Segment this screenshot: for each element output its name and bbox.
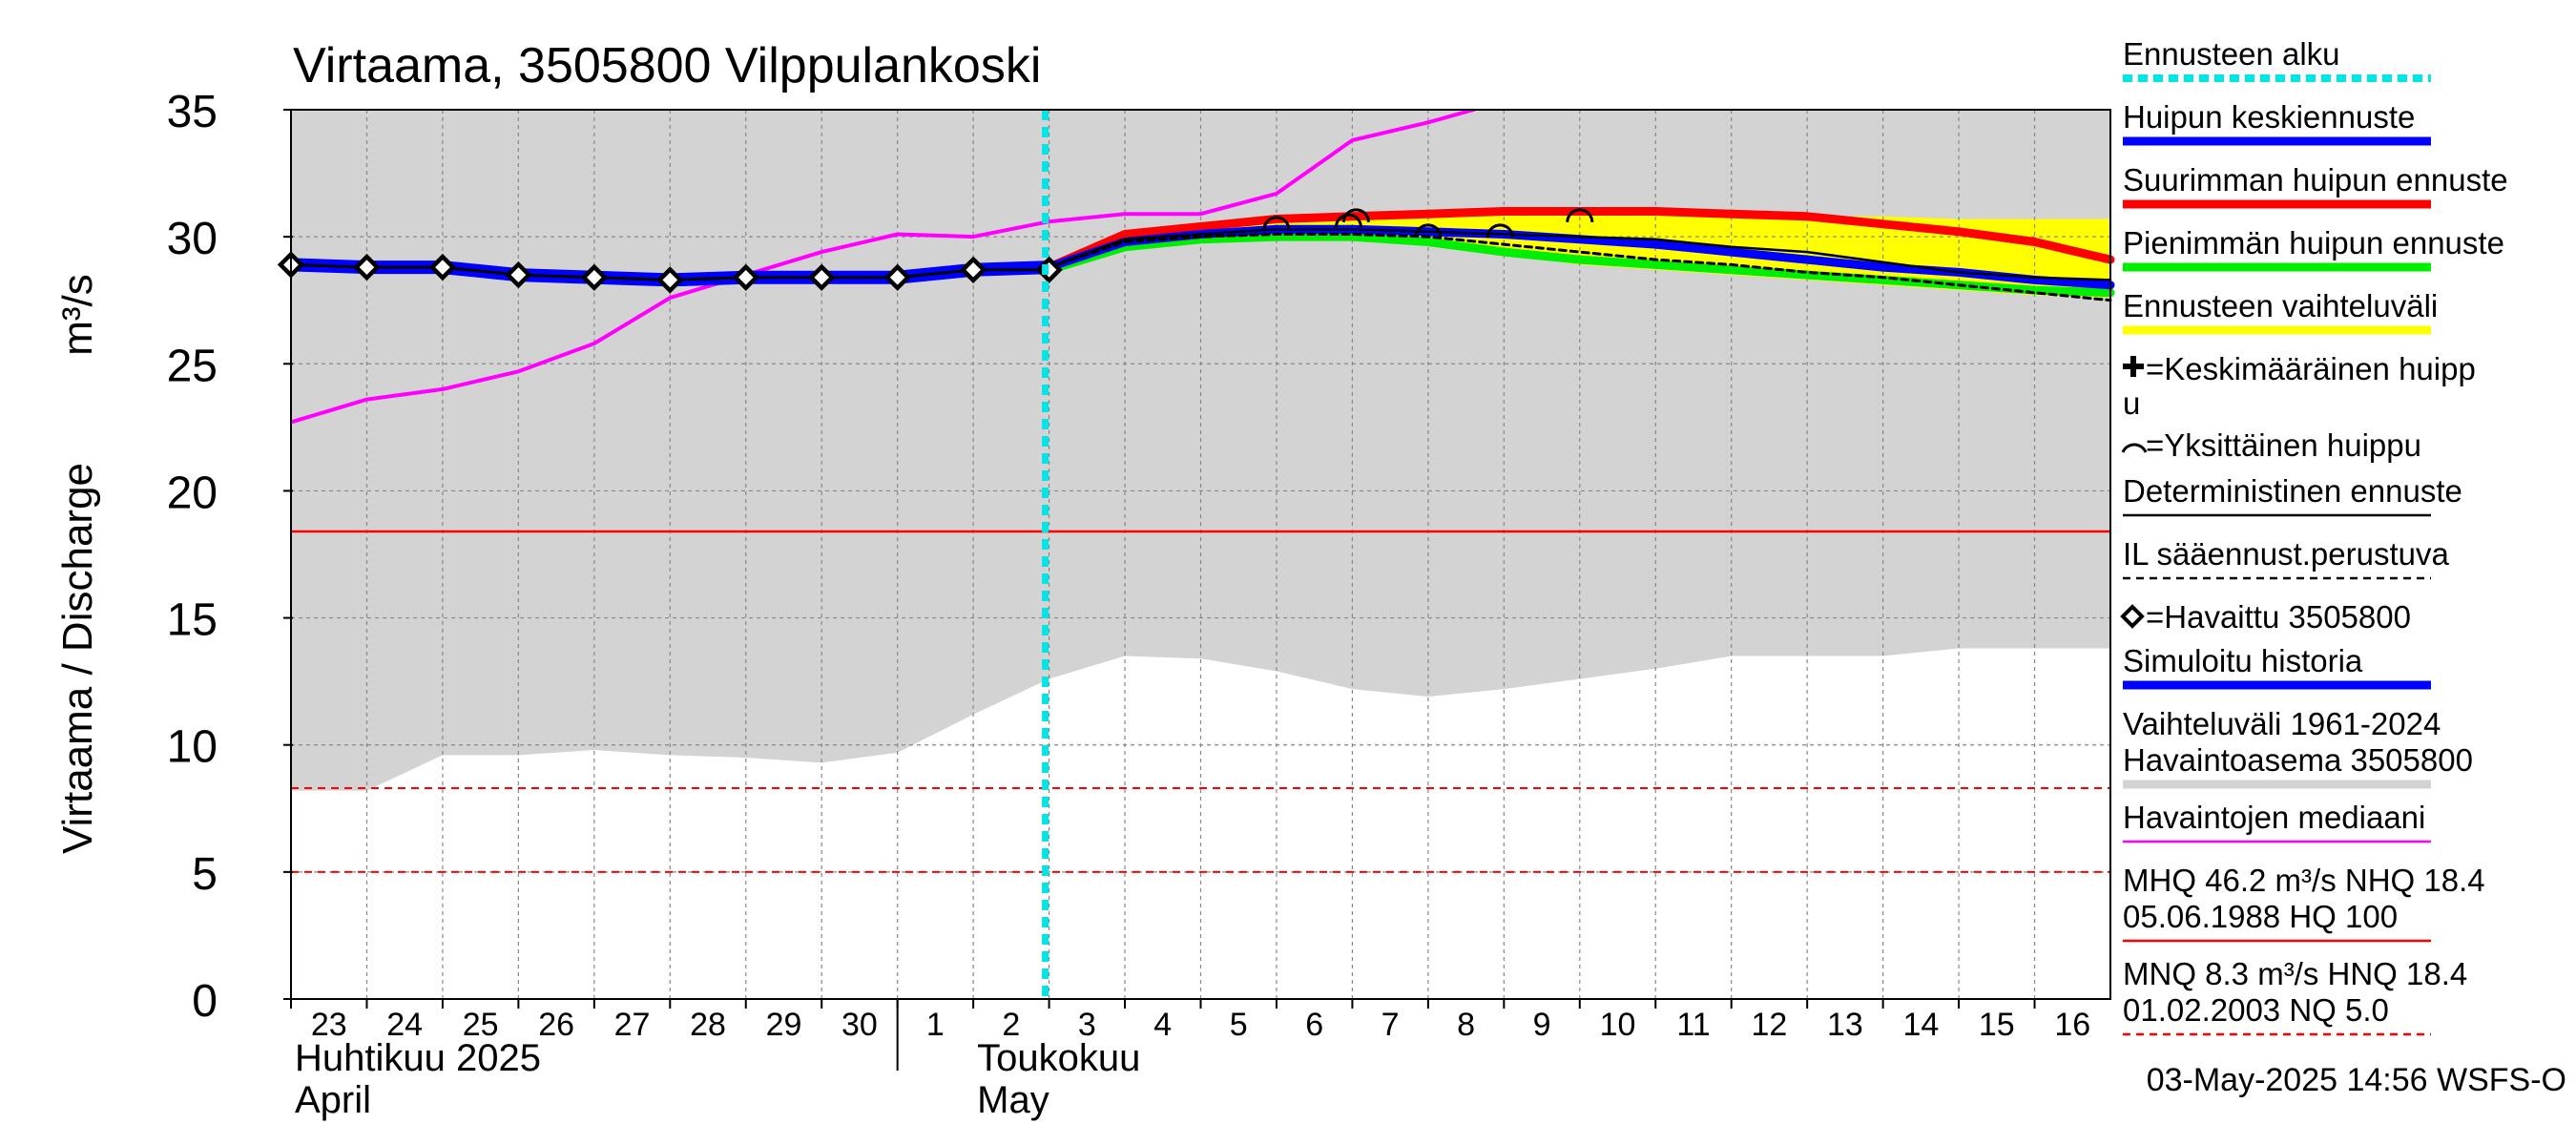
x-tick-label: 10 [1600, 1007, 1636, 1043]
observed-point [959, 256, 987, 283]
x-tick-label: 23 [311, 1007, 347, 1043]
y-axis-unit: m³/s [54, 274, 101, 356]
series-line-5 [1048, 227, 2112, 281]
x-tick-label: 6 [1305, 1007, 1323, 1043]
observed-point [808, 263, 836, 291]
month-label: Toukokuu [977, 1037, 1140, 1079]
x-tick-label: 30 [841, 1007, 878, 1043]
observed-point [353, 253, 381, 281]
legend-label-line2: 05.06.1988 HQ 100 [2123, 899, 2398, 934]
legend-label: Havaintojen mediaani [2123, 800, 2425, 835]
legend-plus-icon [2123, 356, 2144, 377]
x-tick-label: 28 [690, 1007, 726, 1043]
y-axis-label: Virtaama / Discharge [54, 463, 101, 854]
legend-label: =Yksittäinen huippu [2146, 427, 2421, 463]
month-label-english: April [295, 1079, 371, 1121]
x-tick-label: 15 [1979, 1007, 2015, 1043]
x-tick-label: 7 [1381, 1007, 1400, 1043]
legend-label: Ennusteen vaihteluväli [2123, 288, 2438, 323]
legend-diamond-icon [2120, 604, 2145, 629]
x-tick-label: 29 [766, 1007, 802, 1043]
legend-label: MHQ 46.2 m³/s NHQ 18.4 [2123, 863, 2485, 898]
single-peak-marker [1485, 223, 1514, 238]
single-peak-marker [1341, 208, 1370, 222]
y-tick-label: 35 [167, 87, 218, 137]
observed-point [580, 263, 609, 291]
x-tick-label: 11 [1676, 1007, 1710, 1043]
legend-label-line2: 01.02.2003 NQ 5.0 [2123, 992, 2389, 1028]
legend-label-line2: Havaintoasema 3505800 [2123, 742, 2473, 778]
x-tick-label: 27 [614, 1007, 651, 1043]
observed-point [732, 263, 759, 291]
series-line-2 [1045, 232, 2115, 298]
y-tick-label: 15 [167, 595, 218, 646]
legend-label: Suurimman huipun ennuste [2123, 162, 2508, 198]
month-label: Huhtikuu 2025 [295, 1037, 541, 1079]
single-peak-marker [1334, 213, 1362, 228]
x-tick-label: 9 [1533, 1007, 1551, 1043]
single-peak-marker [1262, 216, 1291, 230]
x-tick-label: 26 [538, 1007, 574, 1043]
y-tick-label: 30 [167, 214, 218, 264]
x-tick-label: 3 [1078, 1007, 1096, 1043]
observed-point [505, 260, 532, 289]
legend-label: Vaihteluväli 1961-2024 [2123, 706, 2441, 741]
single-peak-marker [1566, 208, 1594, 222]
x-tick-label: 24 [386, 1007, 423, 1043]
x-tick-label: 25 [463, 1007, 499, 1043]
x-tick-label: 2 [1002, 1007, 1020, 1043]
series-line-1 [1045, 207, 2115, 272]
chart-title: Virtaama, 3505800 Vilppulankoski [293, 38, 1041, 94]
x-tick-label: 4 [1153, 1007, 1172, 1043]
observed-point [656, 266, 684, 294]
legend-label: Simuloitu historia [2123, 643, 2363, 678]
x-tick-label: 13 [1827, 1007, 1863, 1043]
x-tick-label: 12 [1752, 1007, 1788, 1043]
series-line-0 [291, 110, 1476, 425]
legend-label: IL sääennust.perustuva [2123, 536, 2449, 572]
legend-label: =Keskimääräinen huipp [2146, 351, 2476, 386]
legend-label: Deterministinen ennuste [2123, 473, 2462, 509]
x-tick-label: 16 [2054, 1007, 2090, 1043]
y-tick-label: 25 [167, 341, 218, 391]
x-tick-label: 1 [926, 1007, 945, 1043]
legend-label: MNQ 8.3 m³/s HNQ 18.4 [2123, 956, 2467, 991]
x-tick-label: 14 [1902, 1007, 1939, 1043]
observed-point [428, 253, 457, 281]
y-tick-label: 20 [167, 468, 218, 518]
y-tick-label: 10 [167, 722, 218, 773]
x-tick-label: 5 [1230, 1007, 1248, 1043]
observed-point [883, 263, 911, 291]
legend-label: Pienimmän huipun ennuste [2123, 225, 2504, 260]
month-label-english: May [977, 1079, 1049, 1121]
y-tick-label: 5 [192, 849, 218, 900]
legend-label-line2: u [2123, 385, 2140, 421]
legend-label: Huipun keskiennuste [2123, 99, 2415, 135]
legend-arc-icon [2121, 443, 2148, 453]
legend-label: =Havaittu 3505800 [2146, 599, 2411, 635]
y-tick-label: 0 [192, 976, 218, 1027]
legend-label: Ennusteen alku [2123, 36, 2340, 72]
single-peak-marker [1414, 223, 1443, 238]
x-tick-label: 8 [1457, 1007, 1475, 1043]
footer-timestamp: 03-May-2025 14:56 WSFS-O [2147, 1062, 2566, 1098]
